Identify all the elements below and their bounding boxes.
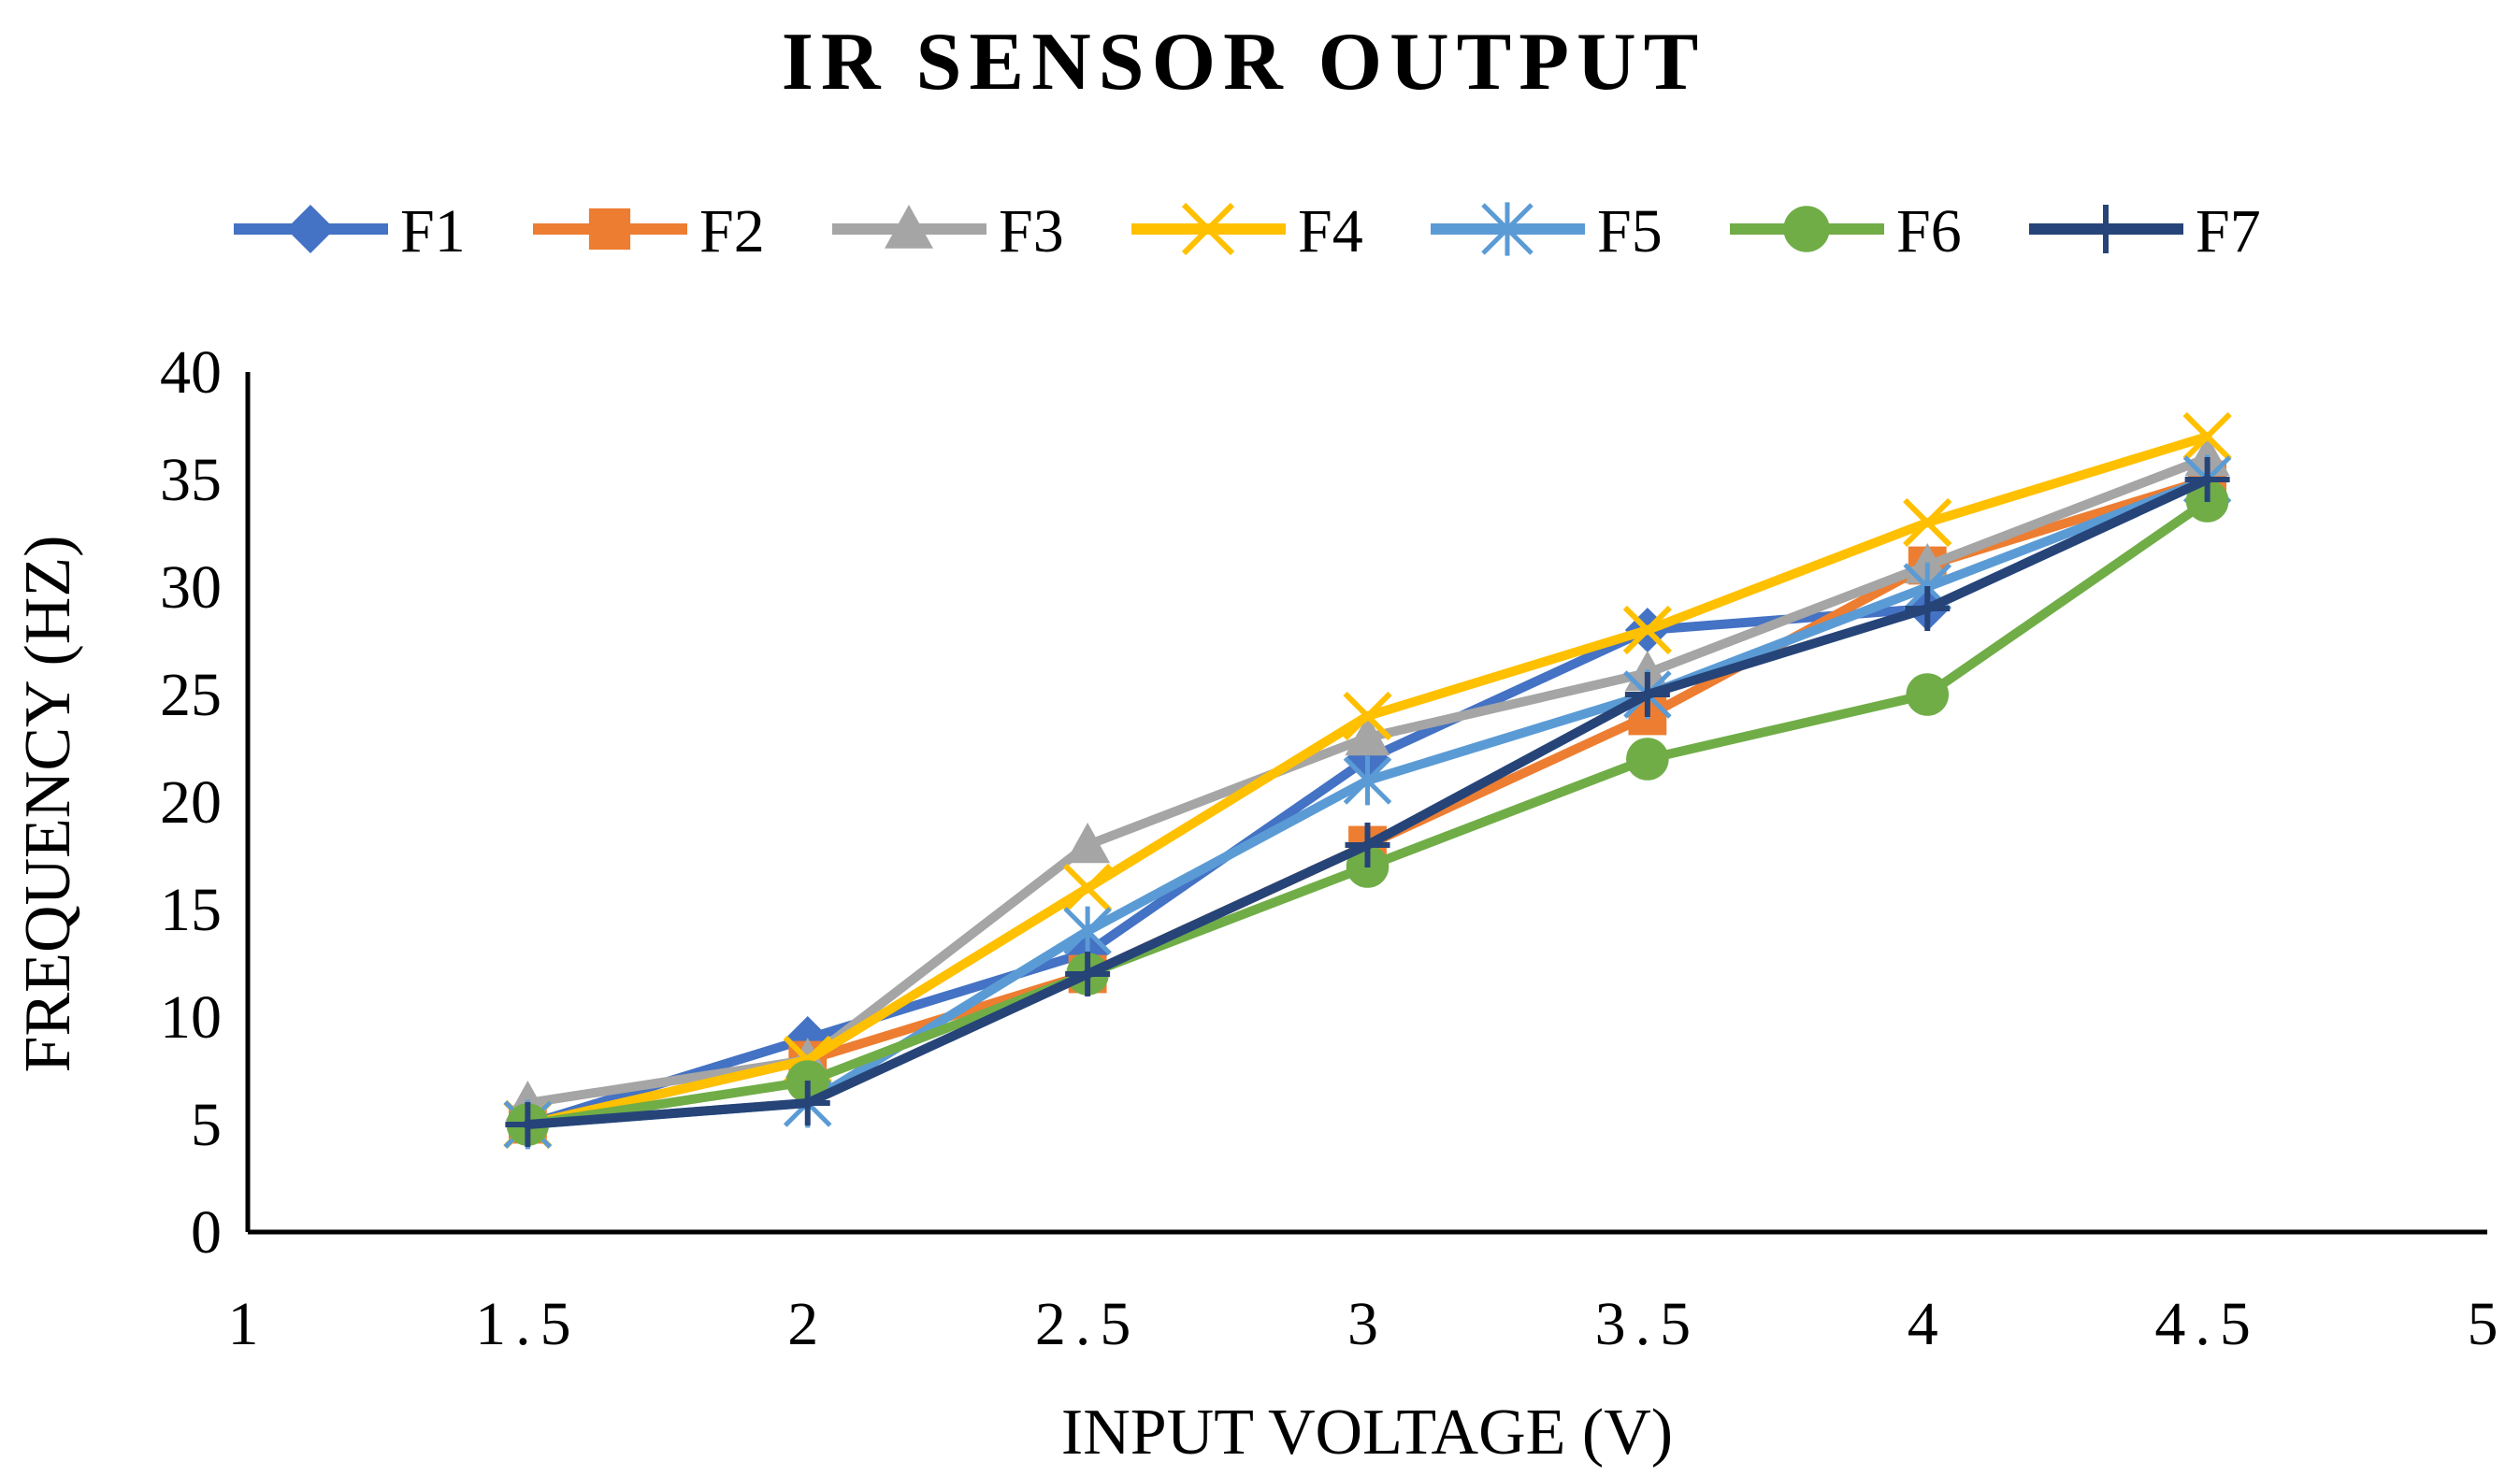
series-f6 — [506, 480, 2229, 1146]
data-point-f7 — [1345, 823, 1390, 867]
data-point-f4 — [1063, 863, 1113, 913]
legend-item-f6: F6 — [1730, 197, 1962, 265]
legend-item-f7: F7 — [2029, 197, 2261, 265]
legend-item-f3: F3 — [832, 197, 1064, 265]
legend-marker-f5 — [1481, 202, 1534, 256]
legend-marker-f6 — [1783, 206, 1830, 252]
legend-label-f6: F6 — [1896, 197, 1962, 265]
legend-item-f1: F1 — [234, 197, 466, 265]
y-tick-label: 20 — [160, 768, 222, 837]
x-tick-label: 3 — [1347, 1290, 1388, 1358]
legend-label-f5: F5 — [1597, 197, 1663, 265]
legend-label-f3: F3 — [999, 197, 1064, 265]
y-tick-label: 15 — [160, 876, 222, 944]
series-f5 — [503, 454, 2232, 1150]
data-point-f7 — [1065, 952, 1111, 996]
y-tick-label: 25 — [160, 661, 222, 729]
series-layer — [503, 411, 2232, 1150]
data-point-f5 — [1343, 755, 1392, 806]
data-point-f4 — [1903, 497, 1952, 548]
legend-marker-f1 — [286, 205, 335, 253]
x-tick-label: 1 — [228, 1290, 268, 1358]
y-tick-label: 40 — [160, 338, 222, 407]
x-tick-label: 1.5 — [475, 1290, 581, 1358]
legend-item-f4: F4 — [1131, 197, 1363, 265]
data-point-f7 — [785, 1081, 830, 1125]
legend-label-f2: F2 — [699, 197, 765, 265]
data-point-f4 — [1622, 605, 1672, 655]
data-point-f5 — [1063, 906, 1112, 956]
y-tick-label: 30 — [160, 553, 222, 622]
y-axis-label: FREQUENCY (HZ) — [12, 536, 84, 1073]
data-point-f6 — [1626, 738, 1669, 781]
series-f4 — [503, 411, 2232, 1150]
legend-label-f1: F1 — [400, 197, 466, 265]
x-tick-label: 2 — [787, 1290, 828, 1358]
y-tick-label: 10 — [160, 983, 222, 1052]
data-point-f6 — [1906, 673, 1950, 716]
series-f7 — [505, 457, 2230, 1147]
y-tick-label: 0 — [191, 1198, 222, 1267]
legend-item-f2: F2 — [533, 197, 765, 265]
data-point-f7 — [2184, 457, 2230, 502]
data-point-f7 — [1905, 586, 1951, 631]
legend-label-f4: F4 — [1298, 197, 1363, 265]
legend-item-f5: F5 — [1431, 197, 1663, 265]
legend-marker-f4 — [1181, 202, 1235, 256]
legend: F1 F2 F3 F4 F5 F6 F7 — [234, 197, 2261, 265]
data-point-f3 — [1065, 823, 1111, 864]
legend-marker-f2 — [588, 208, 631, 251]
x-tick-label: 3.5 — [1595, 1290, 1701, 1358]
legend-marker-f3 — [885, 205, 933, 249]
x-axis-label: INPUT VOLTAGE (V) — [1061, 1397, 1673, 1469]
legend-marker-f7 — [2081, 205, 2130, 253]
legend-label-f7: F7 — [2196, 197, 2261, 265]
data-point-f3 — [1345, 715, 1390, 756]
axes: 0 5 10 15 20 25 30 35 40 1 1.5 2 2.5 3 3.5 4 4.5 5 — [160, 338, 2508, 1358]
x-tick-label: 5 — [2468, 1290, 2508, 1358]
data-point-f4 — [2182, 411, 2232, 462]
x-tick-label: 4.5 — [2154, 1290, 2260, 1358]
y-tick-label: 5 — [191, 1091, 222, 1159]
y-tick-label: 35 — [160, 446, 222, 514]
chart-title: IR SENSOR OUTPUT — [782, 17, 1706, 107]
data-point-f4 — [1343, 691, 1392, 741]
x-tick-label: 4 — [1908, 1290, 1948, 1358]
data-point-f7 — [505, 1102, 551, 1147]
x-tick-label: 2.5 — [1035, 1290, 1141, 1358]
data-point-f7 — [1624, 672, 1670, 717]
